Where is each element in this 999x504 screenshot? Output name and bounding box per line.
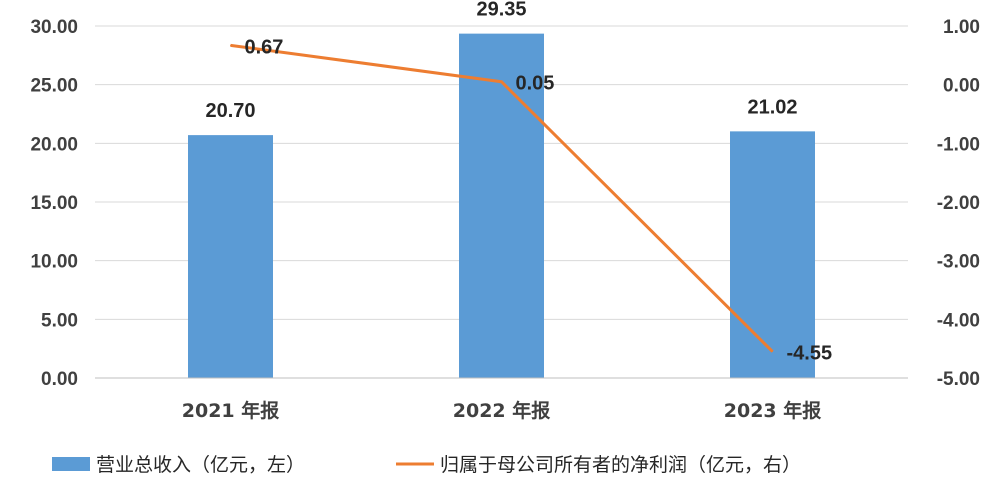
line-point bbox=[772, 351, 773, 353]
bar bbox=[188, 135, 273, 378]
line-data-label: 0.05 bbox=[516, 73, 555, 95]
x-category-label: 2021 年报 bbox=[182, 399, 280, 422]
legend: 营业总收入（亿元，左） 归属于母公司所有者的净利润（亿元，右） bbox=[52, 454, 801, 476]
axis-layer: 0.00 5.00 10.00 15.00 20.00 25.00 30.00 -5.00 -4… bbox=[30, 17, 980, 422]
y-left-tick-label: 15.00 bbox=[30, 193, 78, 214]
y-right-tick-label: -4.00 bbox=[937, 310, 980, 331]
labels-layer: 20.70 29.35 21.02 0.67 0.05 -4.55 bbox=[205, 0, 832, 365]
line-layer bbox=[230, 43, 774, 353]
y-right-tick-label: 0.00 bbox=[943, 76, 980, 97]
x-category-label: 2022 年报 bbox=[453, 399, 551, 422]
bar-data-label: 29.35 bbox=[476, 0, 526, 21]
bars-layer bbox=[188, 33, 815, 378]
y-right-tick-label: -1.00 bbox=[937, 134, 980, 155]
y-left-tick-label: 30.00 bbox=[30, 17, 78, 38]
x-category-label: 2023 年报 bbox=[724, 399, 822, 422]
bar-data-label: 21.02 bbox=[747, 96, 797, 118]
bar-data-label: 20.70 bbox=[205, 100, 255, 122]
bar bbox=[730, 131, 815, 378]
line-data-label: -4.55 bbox=[787, 343, 833, 365]
y-right-tick-label: -3.00 bbox=[937, 252, 980, 273]
legend-label-bar: 营业总收入（亿元，左） bbox=[96, 454, 305, 476]
y-left-tick-label: 10.00 bbox=[30, 252, 78, 273]
legend-swatch-bar bbox=[52, 457, 90, 471]
bar bbox=[459, 33, 544, 378]
y-left-tick-label: 25.00 bbox=[30, 76, 78, 97]
y-left-tick-label: 0.00 bbox=[41, 369, 78, 390]
line-point bbox=[501, 81, 502, 83]
y-right-tick-label: -5.00 bbox=[937, 369, 980, 390]
y-right-tick-label: 1.00 bbox=[943, 17, 980, 38]
line-point bbox=[230, 44, 231, 46]
line-data-label: 0.67 bbox=[245, 36, 284, 58]
legend-label-line: 归属于母公司所有者的净利润（亿元，右） bbox=[440, 454, 801, 476]
y-left-tick-label: 20.00 bbox=[30, 134, 78, 155]
y-right-tick-label: -2.00 bbox=[937, 193, 980, 214]
y-left-tick-label: 5.00 bbox=[41, 310, 78, 331]
